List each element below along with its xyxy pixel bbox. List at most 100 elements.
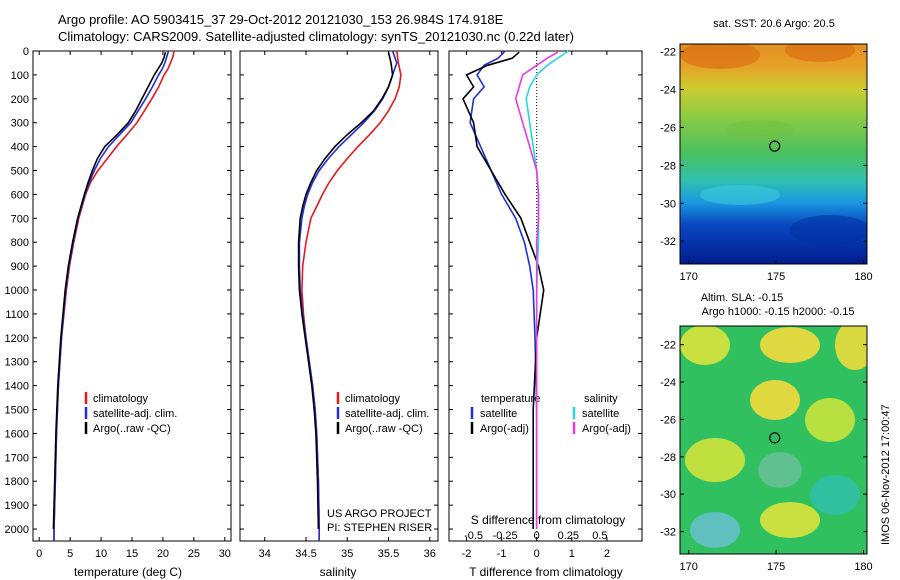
salinity-axis-label: salinity — [320, 565, 357, 579]
map-y-tick-label: -30 — [660, 489, 676, 501]
climatology-line — [53, 50, 175, 541]
figure-title-line1: Argo profile: AO 5903415_37 29-Oct-2012 … — [58, 12, 504, 27]
map-y-tick-label: -26 — [660, 414, 676, 426]
legend-satellite-adj: satellite-adj. clim. — [93, 408, 177, 420]
map-x-tick-label: 175 — [767, 271, 785, 283]
x-tick-label: 25 — [188, 548, 200, 560]
figure-title-line2: Climatology: CARS2009. Satellite-adjuste… — [58, 29, 574, 44]
depth-tick-label: 800 — [11, 237, 29, 249]
x-tick-label: 35.5 — [378, 548, 399, 560]
legend-temperature-title: temperature — [481, 393, 540, 405]
temperature-panel-frame — [32, 50, 232, 542]
depth-tick-label: 700 — [11, 213, 29, 225]
x-tick-label: -1 — [497, 548, 507, 560]
map-x-tick-label: 180 — [854, 561, 872, 573]
depth-tick-label: 1100 — [5, 309, 29, 321]
x-tick-label: 36 — [424, 548, 436, 560]
map-x-tick-label: 180 — [854, 271, 872, 283]
legend-climatology: climatology — [93, 393, 149, 405]
salinity-argo-adj-line — [514, 51, 559, 529]
s-difference-tick-label: 0.25 — [558, 530, 579, 542]
map-y-tick-label: -24 — [660, 85, 676, 97]
legend-salinity-title: salinity — [584, 393, 618, 405]
depth-tick-label: 500 — [11, 166, 29, 178]
salinity-legend: climatology satellite-adj. clim. Argo(..… — [336, 392, 429, 435]
depth-tick-label: 600 — [11, 189, 29, 201]
map-x-tick-label: 170 — [680, 561, 698, 573]
argo-raw-qc-line — [52, 52, 167, 530]
depth-tick-label: 900 — [11, 261, 29, 273]
depth-tick-label: 0 — [23, 46, 29, 58]
temperature-satellite-line — [469, 50, 538, 529]
argo-location-marker — [769, 432, 781, 444]
depth-tick-label: 1400 — [5, 381, 29, 393]
argo-location-marker — [769, 140, 781, 152]
x-tick-label: 20 — [157, 548, 169, 560]
x-tick-label: 1 — [569, 548, 575, 560]
x-tick-label: 15 — [126, 548, 138, 560]
x-tick-label: 0 — [36, 548, 42, 560]
legend-s-satellite: satellite — [582, 408, 619, 420]
x-tick-label: 5 — [67, 548, 73, 560]
s-difference-tick-label: 0 — [534, 530, 540, 542]
map-y-tick-label: -22 — [660, 340, 676, 352]
x-tick-label: 30 — [219, 548, 231, 560]
x-tick-label: 34 — [259, 548, 271, 560]
legend-t-satellite: satellite — [480, 408, 517, 420]
depth-tick-label: 1300 — [5, 357, 29, 369]
legend-satellite-adj: satellite-adj. clim. — [345, 408, 429, 420]
depth-tick-label: 1000 — [5, 285, 29, 297]
salinity-panel-frame — [239, 50, 439, 542]
depth-tick-label: 1700 — [5, 452, 29, 464]
depth-tick-label: 300 — [11, 118, 29, 130]
sst-map-title: sat. SST: 20.6 Argo: 20.5 — [713, 18, 835, 30]
s-difference-axis-label: S difference from climatology — [471, 513, 626, 527]
depth-tick-label: 1600 — [5, 428, 29, 440]
temperature-axis-label: temperature (deg C) — [74, 565, 182, 579]
sst-map-frame — [679, 43, 868, 265]
depth-tick-label: 200 — [11, 94, 29, 106]
x-tick-label: -2 — [462, 548, 472, 560]
x-tick-label: 2 — [604, 548, 610, 560]
map-x-tick-label: 175 — [767, 561, 785, 573]
legend-t-argo: Argo(-adj) — [480, 423, 529, 435]
difference-legend: temperature salinity satellite Argo(-adj… — [470, 393, 631, 435]
depth-tick-label: 400 — [11, 142, 29, 154]
depth-tick-label: 1500 — [5, 405, 29, 417]
map-y-tick-label: -28 — [660, 160, 676, 172]
project-name: US ARGO PROJECT — [327, 508, 432, 520]
x-tick-label: 0 — [534, 548, 540, 560]
map-x-tick-label: 170 — [680, 271, 698, 283]
argo-raw-qc-line — [297, 52, 394, 530]
sla-map-frame — [679, 325, 868, 555]
t-difference-axis-label: T difference from climatology — [469, 565, 623, 579]
depth-tick-label: 100 — [11, 70, 29, 82]
depth-tick-label: 1800 — [5, 476, 29, 488]
depth-tick-label: 1900 — [5, 500, 29, 512]
x-tick-label: 35 — [341, 548, 353, 560]
legend-argo: Argo(..raw -QC) — [345, 423, 423, 435]
map-y-tick-label: -30 — [660, 198, 676, 210]
x-tick-label: 34.5 — [295, 548, 316, 560]
s-difference-tick-label: -0.25 — [493, 530, 518, 542]
map-y-tick-label: -32 — [660, 527, 676, 539]
map-y-tick-label: -32 — [660, 236, 676, 248]
satellite-adj-clim-line — [53, 50, 170, 541]
sst-map — [680, 44, 867, 264]
depth-tick-label: 2000 — [5, 524, 29, 536]
legend-climatology: climatology — [345, 393, 401, 405]
difference-panel-frame — [448, 50, 643, 542]
depth-tick-label: 1200 — [5, 333, 29, 345]
legend-s-argo: Argo(-adj) — [582, 423, 631, 435]
sla-map-title: Altim. SLA: -0.15 — [701, 292, 784, 304]
s-difference-tick-label: -0.5 — [464, 530, 483, 542]
sla-map — [680, 326, 867, 554]
satellite-adj-clim-line — [298, 50, 398, 541]
map-y-tick-label: -24 — [660, 377, 676, 389]
map-y-tick-label: -26 — [660, 122, 676, 134]
project-pi: PI: STEPHEN RISER — [327, 522, 432, 534]
s-difference-tick-label: 0.5 — [592, 530, 607, 542]
temperature-legend: climatology satellite-adj. clim. Argo(..… — [84, 392, 177, 435]
map-y-tick-label: -28 — [660, 452, 676, 464]
